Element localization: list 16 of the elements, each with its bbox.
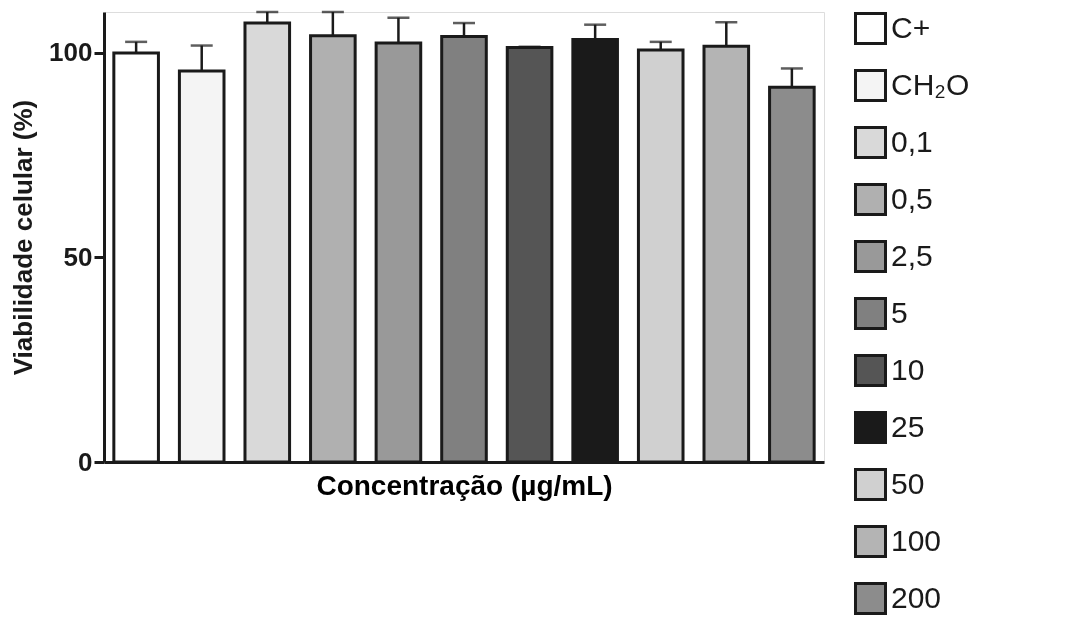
legend-label: 2,5 xyxy=(891,238,933,272)
legend-label: 0,1 xyxy=(891,124,933,158)
legend-label: 100 xyxy=(891,523,942,557)
y-tick-label: 50 xyxy=(63,241,93,272)
legend-label: C+ xyxy=(891,10,931,44)
y-axis-title: Viabilidade celular (%) xyxy=(8,99,39,376)
legend-label: 25 xyxy=(891,409,925,443)
y-tick-label: 0 xyxy=(78,446,93,477)
legend-label: CH₂O xyxy=(891,67,970,101)
legend-label: 0,5 xyxy=(891,181,933,215)
legend-label: 200 xyxy=(891,580,942,614)
legend-label: 5 xyxy=(891,295,908,329)
y-tick-label: 100 xyxy=(49,37,93,68)
legend-label: 50 xyxy=(891,466,925,500)
x-axis-title: Concentração (µg/mL) xyxy=(316,469,613,501)
legend-label: 10 xyxy=(891,352,925,386)
